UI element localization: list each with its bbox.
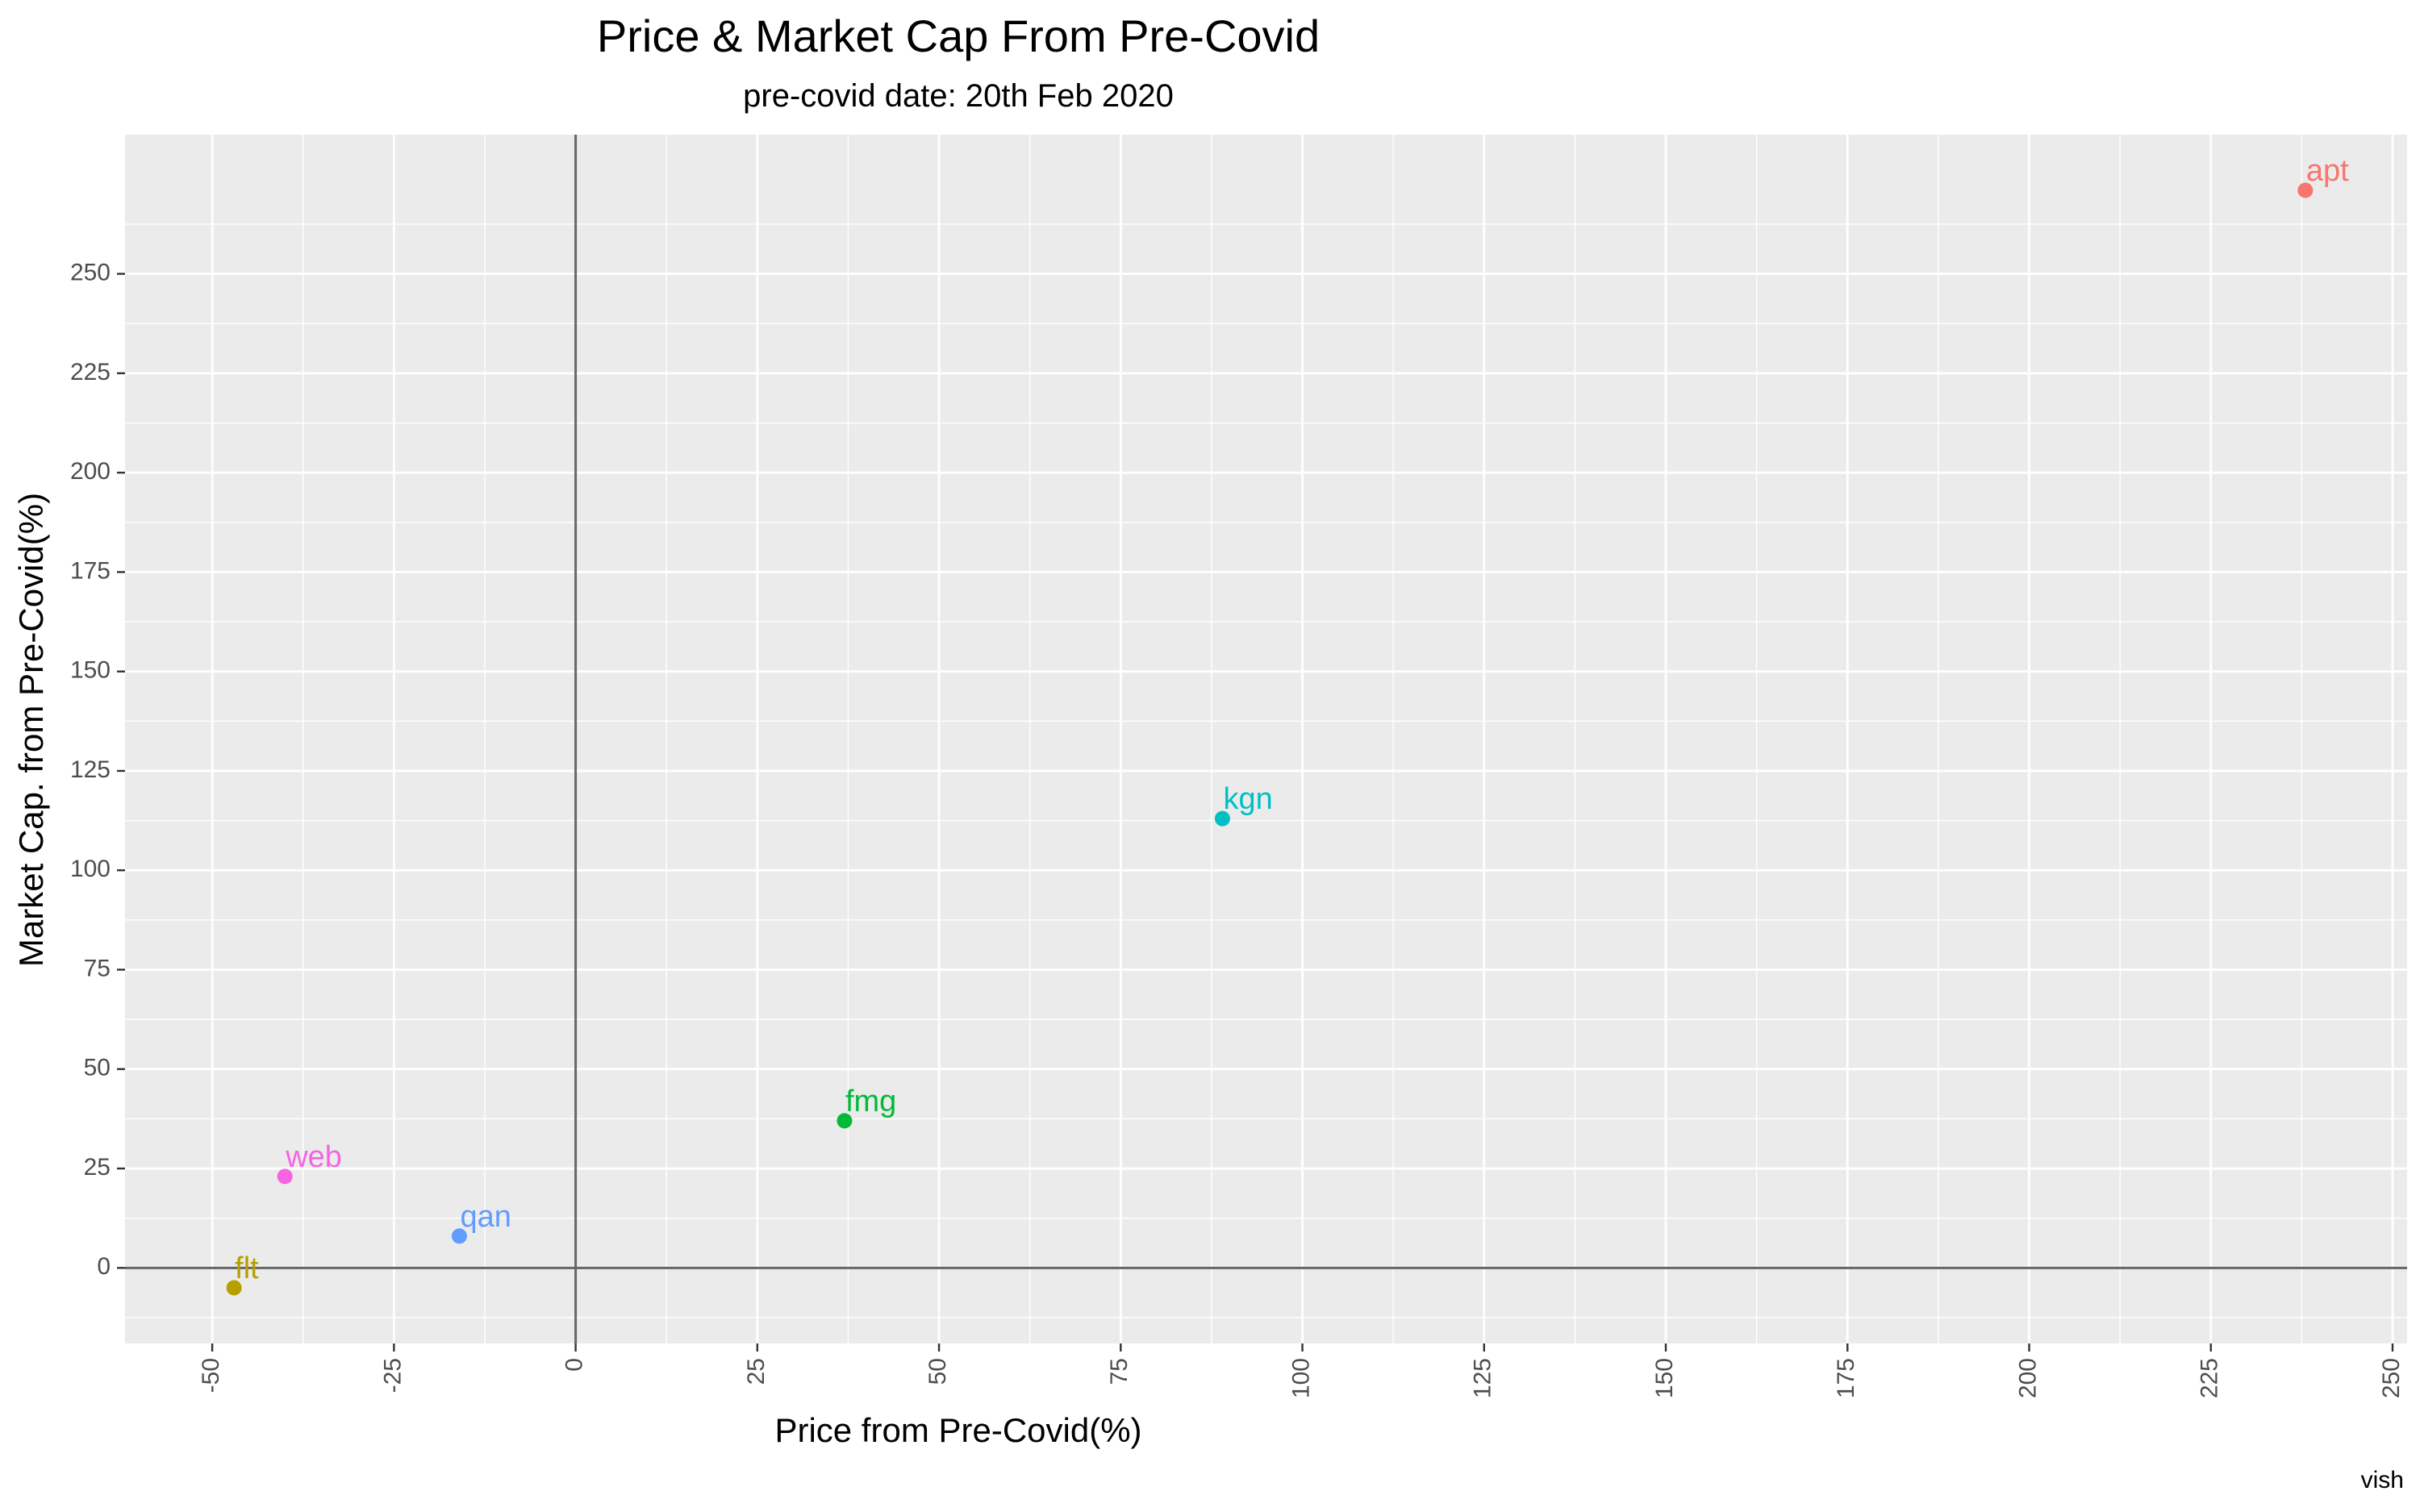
x-tick-label: 225 [2197, 1358, 2223, 1398]
chart-subtitle: pre-covid date: 20th Feb 2020 [743, 78, 1174, 114]
x-tick-label: 125 [1470, 1358, 1496, 1398]
point-label-qan: qan [460, 1200, 511, 1234]
x-tick-label: 175 [1833, 1358, 1859, 1398]
y-tick-label: 0 [97, 1253, 111, 1280]
x-tick-label: 50 [924, 1358, 951, 1385]
x-axis-title: Price from Pre-Covid(%) [774, 1411, 1141, 1449]
point-flt [226, 1280, 242, 1296]
point-label-web: web [285, 1140, 342, 1174]
point-fmg [837, 1113, 853, 1129]
y-tick-label: 150 [70, 657, 111, 684]
y-tick-label: 50 [84, 1055, 111, 1081]
x-tick-label: 25 [743, 1358, 770, 1385]
y-tick-label: 250 [70, 260, 111, 286]
data-points [226, 182, 2314, 1296]
point-kgn [1214, 810, 1230, 827]
point-label-flt: flt [235, 1252, 259, 1285]
x-axis: -50 -25 0 25 50 75 100 125 150 175 200 225 250 [198, 1343, 2405, 1398]
y-tick-label: 25 [84, 1154, 111, 1181]
y-tick-label: 200 [70, 458, 111, 485]
y-tick-label: 225 [70, 359, 111, 385]
x-tick-label: 250 [2378, 1358, 2405, 1398]
plot-panel [125, 135, 2407, 1343]
point-qan [451, 1228, 467, 1244]
x-tick-label: -50 [198, 1358, 224, 1393]
y-tick-label: 100 [70, 856, 111, 882]
chart-title: Price & Market Cap From Pre-Covid [597, 10, 1320, 61]
point-label-apt: apt [2306, 154, 2349, 188]
y-tick-label: 125 [70, 756, 111, 783]
y-tick-label: 175 [70, 557, 111, 584]
chart-caption: vish [2361, 1467, 2404, 1493]
y-axis: 0 25 50 75 100 125 150 175 200 225 250 [70, 260, 125, 1280]
y-axis-title: Market Cap. from Pre-Covid(%) [12, 493, 50, 967]
y-tick-label: 75 [84, 955, 111, 981]
point-apt [2297, 182, 2314, 198]
x-tick-label: 100 [1287, 1358, 1314, 1398]
point-label-fmg: fmg [845, 1085, 896, 1118]
x-tick-label: -25 [379, 1358, 406, 1393]
x-tick-label: 200 [2014, 1358, 2041, 1398]
point-labels: apt kgn fmg web qan flt [235, 154, 2349, 1285]
x-tick-label: 0 [561, 1358, 588, 1372]
x-tick-label: 150 [1651, 1358, 1678, 1398]
reference-lines [125, 135, 2407, 1343]
point-label-kgn: kgn [1223, 782, 1272, 816]
x-tick-label: 75 [1106, 1358, 1133, 1385]
point-web [277, 1168, 293, 1185]
minor-grid [125, 135, 2407, 1343]
